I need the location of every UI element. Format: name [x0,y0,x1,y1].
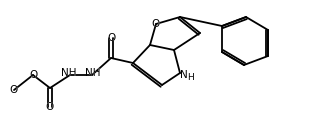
Text: NH: NH [61,68,77,78]
Text: NH: NH [61,68,77,78]
Text: NH: NH [85,68,101,78]
Text: O: O [152,19,160,29]
Text: H: H [187,73,194,81]
Text: O: O [46,102,54,112]
Text: O: O [152,19,160,29]
Text: O: O [10,85,18,95]
Text: H: H [187,73,194,81]
Text: NH: NH [85,68,101,78]
Text: O: O [29,70,37,80]
Text: O: O [46,102,54,112]
Text: O: O [107,33,115,43]
Text: N: N [180,70,188,80]
Text: O: O [10,85,18,95]
Text: O: O [107,33,115,43]
Text: N: N [180,70,188,80]
Text: O: O [29,70,37,80]
